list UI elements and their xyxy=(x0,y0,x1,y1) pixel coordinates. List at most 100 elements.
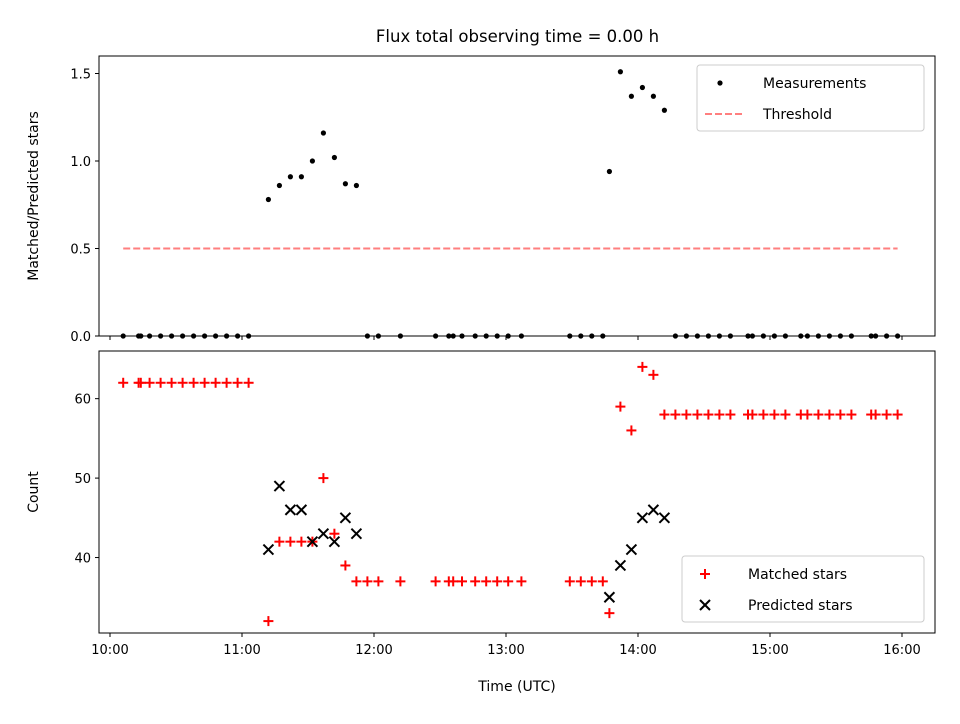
bottom-y-axis-label: Count xyxy=(26,471,42,513)
matched-stars-point xyxy=(274,536,285,547)
matched-stars-point xyxy=(758,409,769,420)
matched-stars-point xyxy=(430,576,441,587)
legend-label-x: Predicted stars xyxy=(748,598,853,614)
measurement-point xyxy=(320,130,326,136)
bottom-legend: Matched stars Predicted stars xyxy=(681,555,925,623)
legend-marker-dot xyxy=(717,80,723,86)
measurement-point xyxy=(600,333,606,339)
bottom-y-tick-label-0: 40 xyxy=(74,552,91,567)
measurement-point xyxy=(617,69,624,75)
top-y-axis-label: Matched/Predicted stars xyxy=(26,111,42,281)
bottom-y-tick-label-1: 50 xyxy=(74,472,91,487)
bottom-series-plus xyxy=(118,361,903,627)
bottom-x-tick-label-5: 15:00 xyxy=(751,643,788,658)
bottom-series-x xyxy=(262,480,671,603)
measurement-point xyxy=(873,333,879,339)
top-y-tick-label-3: 1.5 xyxy=(70,68,91,83)
top-y-tick-label-2: 1.0 xyxy=(70,155,91,170)
measurement-point xyxy=(672,333,679,339)
predicted-stars-point xyxy=(306,535,319,548)
measurement-point xyxy=(848,333,855,339)
measurement-point xyxy=(798,333,804,339)
matched-stars-point xyxy=(824,409,835,420)
bottom-x-tick-label-2: 12:00 xyxy=(355,643,392,658)
measurement-point xyxy=(771,333,778,339)
measurement-point xyxy=(459,333,465,339)
predicted-stars-point xyxy=(262,543,275,556)
measurement-point xyxy=(606,168,613,175)
measurement-point xyxy=(760,333,767,339)
bottom-x-tick-label-0: 10:00 xyxy=(91,643,128,658)
measurement-point xyxy=(472,333,478,339)
matched-stars-point xyxy=(564,576,575,587)
predicted-stars-point xyxy=(614,559,627,572)
bottom-axes-frame xyxy=(98,350,936,634)
matched-stars-point xyxy=(448,576,459,587)
predicted-stars-point xyxy=(625,543,638,556)
measurement-point xyxy=(804,333,811,339)
bottom-x-tick-label-3: 13:00 xyxy=(487,643,524,658)
bottom-plot-area: 40 50 60 10:00 11:00 12:00 13:00 14:00 15:00 16:0… xyxy=(26,350,936,695)
matched-stars-point xyxy=(470,576,481,587)
legend-item-x: Predicted stars xyxy=(699,598,853,614)
matched-stars-point xyxy=(597,576,608,587)
matched-stars-point xyxy=(232,377,243,388)
matched-stars-point xyxy=(604,608,615,619)
matched-stars-point xyxy=(575,576,586,587)
matched-stars-point xyxy=(373,576,384,587)
top-y-tick-label-0: 0.0 xyxy=(70,330,91,345)
matched-stars-point xyxy=(714,409,725,420)
measurement-point xyxy=(265,196,271,203)
matched-stars-point xyxy=(351,576,362,587)
matched-stars-point xyxy=(155,377,166,388)
measurement-point xyxy=(628,93,635,99)
measurement-point xyxy=(450,333,456,339)
measurement-point xyxy=(815,333,822,339)
matched-stars-point xyxy=(296,536,307,547)
bottom-x-tick-label-1: 11:00 xyxy=(223,643,260,658)
matched-stars-point xyxy=(747,409,758,420)
matched-stars-point xyxy=(681,409,692,420)
bottom-x-tick-label-6: 16:00 xyxy=(883,643,920,658)
matched-stars-point xyxy=(395,576,406,587)
measurement-point xyxy=(433,333,439,339)
measurement-point xyxy=(578,333,584,339)
matched-stars-point xyxy=(188,377,199,388)
measurement-point xyxy=(246,333,252,339)
top-series-dot xyxy=(120,69,901,339)
matched-stars-point xyxy=(362,576,373,587)
predicted-stars-point xyxy=(284,504,297,516)
matched-stars-point xyxy=(457,576,467,587)
matched-stars-point xyxy=(199,377,210,388)
matched-stars-point xyxy=(703,409,714,420)
predicted-stars-point xyxy=(636,512,649,524)
measurement-point xyxy=(727,333,734,339)
matched-stars-point xyxy=(210,377,221,388)
measurement-point xyxy=(235,333,241,339)
measurement-point xyxy=(782,333,789,339)
matched-stars-point xyxy=(318,473,329,484)
matched-stars-point xyxy=(626,425,637,436)
matched-stars-point xyxy=(221,377,232,388)
measurement-point xyxy=(353,182,359,189)
matched-stars-point xyxy=(769,409,780,420)
top-y-tick-label-1: 0.5 xyxy=(70,243,91,258)
matched-stars-point xyxy=(118,377,129,388)
matched-stars-point xyxy=(243,377,254,388)
matched-stars-point xyxy=(846,409,857,420)
measurement-point xyxy=(826,333,833,339)
predicted-stars-point xyxy=(317,527,330,540)
bottom-x-tick-label-4: 14:00 xyxy=(619,643,656,658)
measurement-point xyxy=(837,333,844,339)
measurement-point xyxy=(694,333,701,339)
top-plot-area: 0.0 0.5 1.0 1.5 Matched/Predicted stars Measu… xyxy=(26,55,936,345)
matched-stars-point xyxy=(166,377,177,388)
bottom-x-axis-label: Time (UTC) xyxy=(477,679,555,695)
measurement-point xyxy=(745,333,751,339)
bottom-legend-box xyxy=(681,555,925,623)
measurement-point xyxy=(213,333,219,339)
measurement-point xyxy=(494,333,500,339)
top-legend: Measurements Threshold xyxy=(696,64,925,132)
legend-item-plus: Matched stars xyxy=(700,567,847,583)
matched-stars-point xyxy=(870,409,881,420)
